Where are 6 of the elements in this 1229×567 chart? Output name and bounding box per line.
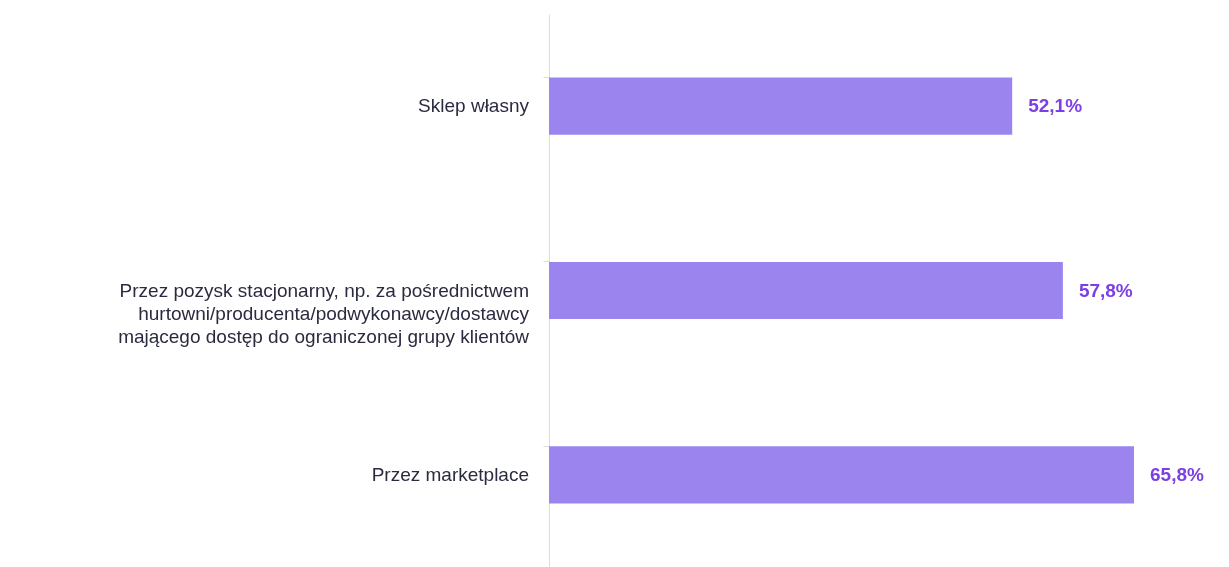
data-label: 52,1% <box>1028 95 1083 117</box>
y-tick-label: Przez marketplace <box>371 463 529 485</box>
y-tick-label: Przez pozysk stacjonarny, np. za pośrednictwem hurtowni/producenta/podwykonawcy/dostawcy mającego dostęp do ograniczonej grupy klientów <box>118 279 530 347</box>
data-label: 65,8% <box>1150 463 1204 485</box>
data-label: 57,8% <box>1078 279 1133 301</box>
y-tick-label: Sklep własny <box>418 95 530 117</box>
